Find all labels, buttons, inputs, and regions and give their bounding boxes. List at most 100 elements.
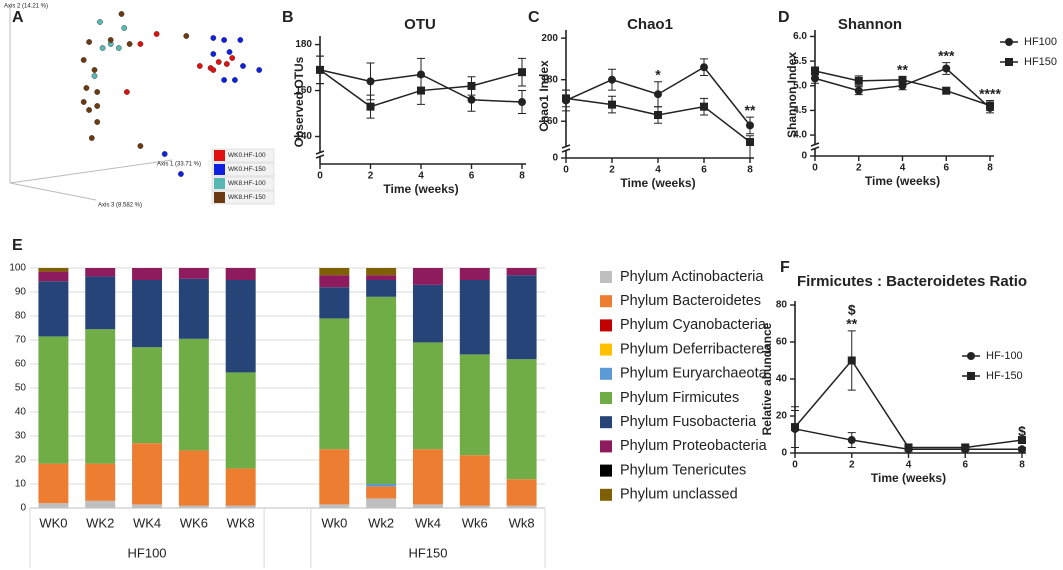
- bar-segment: [459, 268, 490, 280]
- annotation: ***: [938, 47, 955, 63]
- bar-segment: [506, 505, 537, 508]
- bar-segment: [85, 463, 116, 501]
- point: [99, 45, 106, 51]
- legend-box: [211, 148, 275, 163]
- bar-segment: [366, 268, 397, 276]
- x-tick-label: 2: [609, 165, 615, 176]
- point: [210, 67, 217, 73]
- bar-segment: [38, 281, 69, 337]
- legend-swatch: [600, 367, 612, 380]
- bar-segment: [366, 484, 397, 487]
- annotation: *: [655, 66, 661, 82]
- point: [94, 89, 101, 95]
- x-tick-label: WK4: [133, 515, 161, 530]
- legend-label: Phylum Euryarchaeota: [620, 366, 768, 382]
- y-tick-label: 0: [801, 151, 807, 162]
- marker: [1005, 58, 1013, 66]
- bar-segment: [132, 443, 163, 505]
- bar-segment: [319, 287, 350, 319]
- legend-swatch: [600, 440, 612, 453]
- point: [137, 41, 144, 47]
- legend-label: Phylum Fusobacteria: [620, 414, 757, 430]
- bar-segment: [412, 342, 443, 450]
- axis-break: [315, 150, 325, 159]
- marker: [847, 356, 856, 365]
- legend-label: Phylum Proteobacteria: [620, 438, 768, 454]
- legend-swatch: [600, 343, 612, 356]
- point: [210, 35, 217, 41]
- annotation: **: [897, 62, 908, 78]
- y-tick-label: 80: [776, 300, 788, 311]
- legend-label: Phylum Firmicutes: [620, 390, 739, 406]
- x-axis-label: Time (weeks): [871, 471, 946, 485]
- point: [80, 57, 87, 63]
- bar-segment: [85, 329, 116, 464]
- panel-letter: C: [528, 9, 540, 26]
- bar-segment: [319, 268, 350, 276]
- point: [126, 41, 133, 47]
- x-tick-label: 0: [792, 460, 798, 471]
- legend-swatch: [600, 416, 612, 429]
- bar-segment: [38, 268, 69, 272]
- y-axis-label: Chao1 Index: [537, 60, 551, 132]
- point: [118, 11, 125, 17]
- panel-letter: B: [282, 9, 294, 26]
- bar-segment: [459, 505, 490, 508]
- bar-segment: [178, 338, 209, 451]
- marker: [811, 66, 819, 75]
- marker: [467, 81, 476, 90]
- bar-segment: [38, 463, 69, 504]
- marker: [942, 64, 951, 73]
- x-tick-label: 4: [418, 171, 424, 182]
- chart-title: Firmicutes : Bacteroidetes Ratio: [797, 273, 1027, 290]
- bar-segment: [132, 268, 163, 280]
- legend-label: Phylum Deferribacteres: [620, 341, 772, 357]
- x-tick-label: 8: [1019, 460, 1025, 471]
- annotation: ****: [979, 85, 1001, 101]
- group-divider: [29, 508, 265, 568]
- x-tick-label: 2: [368, 171, 374, 182]
- marker: [1018, 445, 1026, 454]
- bar-segment: [366, 280, 397, 297]
- legend-label: HF-150: [986, 370, 1023, 382]
- point: [115, 45, 122, 51]
- marker: [746, 138, 754, 146]
- y-tick-label: 100: [9, 263, 26, 274]
- bar-segment: [366, 275, 397, 280]
- y-tick-label: 10: [15, 479, 27, 490]
- y-tick-label: 60: [15, 359, 27, 370]
- x-axis-label: Time (weeks): [620, 176, 695, 190]
- bar-segment: [132, 504, 163, 508]
- marker: [654, 111, 662, 119]
- axis-label: Axis 1 (33.71 %): [157, 162, 201, 168]
- legend-box: [211, 176, 275, 191]
- axis-break: [561, 144, 571, 153]
- x-tick-label: 0: [563, 165, 569, 176]
- y-tick-label: 5.0: [793, 80, 807, 91]
- marker: [518, 68, 526, 77]
- bar-segment: [132, 347, 163, 444]
- point: [94, 103, 101, 109]
- point: [240, 63, 246, 69]
- point: [210, 51, 217, 57]
- x-tick-label: 6: [962, 460, 968, 471]
- group-label: HF150: [408, 545, 447, 560]
- axis-1-line: [9, 159, 173, 184]
- marker: [518, 98, 526, 107]
- marker: [608, 75, 616, 84]
- bar-segment: [85, 268, 116, 277]
- y-tick-label: 20: [15, 455, 27, 466]
- legend-label: WK8.HF-100: [228, 180, 266, 187]
- bar-segment: [459, 354, 490, 456]
- legend-label: HF-100: [986, 350, 1023, 362]
- point: [215, 59, 222, 65]
- x-tick-label: Wk8: [509, 515, 535, 530]
- legend-swatch: [600, 271, 612, 283]
- legend-swatch: [214, 150, 225, 161]
- x-tick-label: WK0: [39, 515, 67, 530]
- y-tick-label: 20: [776, 411, 788, 422]
- chart-title: Shannon: [838, 16, 902, 33]
- legend-box: [211, 162, 275, 177]
- marker: [942, 86, 951, 95]
- marker: [562, 94, 570, 103]
